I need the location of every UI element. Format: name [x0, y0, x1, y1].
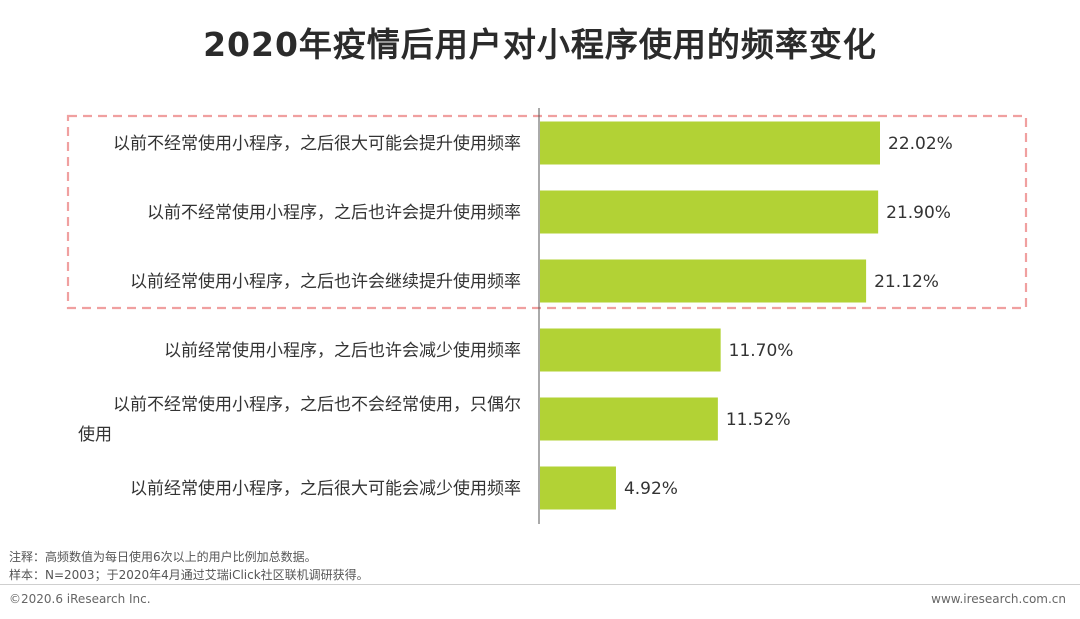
footer-copyright: ©2020.6 iResearch Inc.: [9, 592, 151, 606]
footer-divider: [0, 584, 1080, 585]
bar-chart: 22.02% 以前不经常使用小程序，之后很大可能会提升使用频率 21.90% 以前不经…: [66, 108, 1028, 524]
value-label: 21.12%: [874, 272, 939, 292]
bar: [540, 466, 616, 510]
footer-website: www.iresearch.com.cn: [931, 592, 1066, 606]
category-label: 以前不经常使用小程序，之后也不会经常使用，只偶尔使用: [78, 394, 521, 445]
bar: [540, 259, 867, 303]
bar: [540, 190, 879, 234]
bar: [540, 121, 880, 165]
chart-note: 注释：高频数值为每日使用6次以上的用户比例加总数据。: [9, 550, 317, 564]
chart-sample: 样本：N=2003；于2020年4月通过艾瑞iClick社区联机调研获得。: [9, 568, 369, 582]
category-label: 以前经常使用小程序，之后也许会减少使用频率: [164, 340, 521, 361]
value-label: 4.92%: [624, 479, 678, 499]
page-title: 2020年疫情后用户对小程序使用的频率变化: [203, 25, 877, 64]
value-label: 11.52%: [726, 410, 791, 430]
category-label: 以前经常使用小程序，之后也许会继续提升使用频率: [130, 271, 521, 292]
category-label: 以前不经常使用小程序，之后也许会提升使用频率: [147, 202, 521, 223]
category-label: 以前经常使用小程序，之后很大可能会减少使用频率: [130, 478, 521, 499]
highlight-box: [66, 114, 1028, 310]
value-label: 22.02%: [888, 134, 953, 154]
category-label: 以前不经常使用小程序，之后很大可能会提升使用频率: [113, 133, 521, 154]
value-label: 21.90%: [886, 203, 951, 223]
value-label: 11.70%: [729, 341, 794, 361]
bar: [540, 397, 718, 441]
bar: [540, 328, 721, 372]
